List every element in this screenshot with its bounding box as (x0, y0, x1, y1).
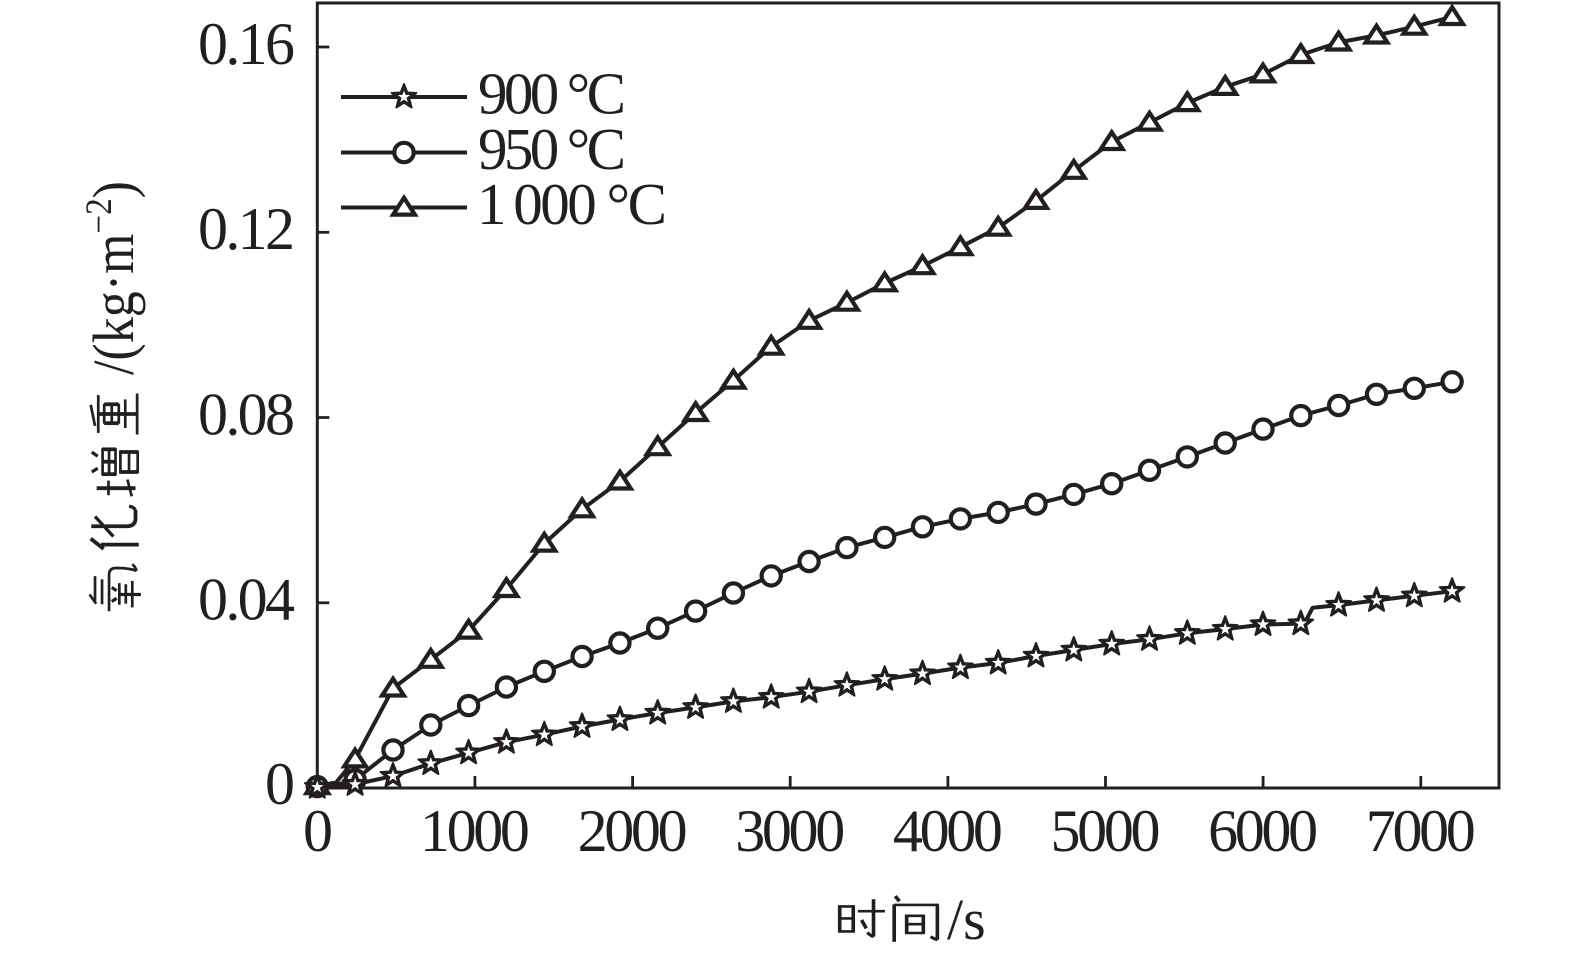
svg-text:2000: 2000 (578, 798, 688, 864)
svg-text:0.16: 0.16 (198, 11, 295, 77)
svg-text:1000: 1000 (420, 798, 530, 864)
svg-text:950 °C: 950 °C (478, 116, 626, 182)
svg-text:5000: 5000 (1051, 798, 1161, 864)
svg-text:0: 0 (265, 751, 295, 817)
svg-text:3000: 3000 (735, 798, 845, 864)
svg-text:1 000 °C: 1 000 °C (477, 171, 667, 237)
svg-text:0.04: 0.04 (198, 567, 295, 633)
svg-text:0.12: 0.12 (198, 196, 295, 262)
svg-text:7000: 7000 (1366, 798, 1476, 864)
svg-text:/s: /s (947, 887, 986, 952)
svg-text:0: 0 (303, 798, 333, 864)
svg-text:0.08: 0.08 (198, 382, 295, 448)
svg-text:900 °C: 900 °C (478, 61, 626, 127)
svg-text:6000: 6000 (1208, 798, 1318, 864)
svg-text:4000: 4000 (893, 798, 1003, 864)
